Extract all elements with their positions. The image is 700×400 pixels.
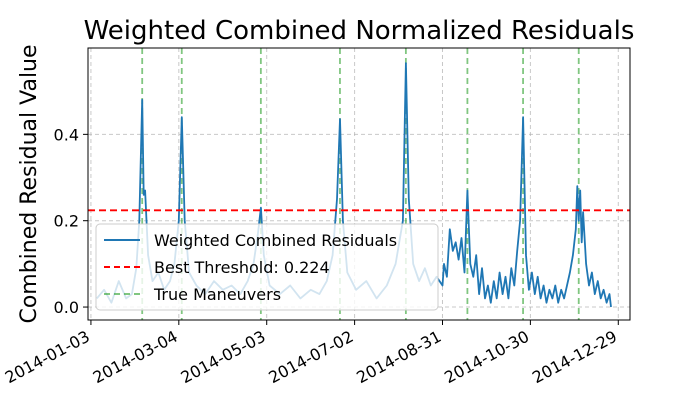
y-axis-label: Combined Residual Value xyxy=(17,44,42,323)
x-tick-label: 2014-05-03 xyxy=(178,327,269,387)
chart-title: Weighted Combined Normalized Residuals xyxy=(84,16,635,46)
legend-label-residuals: Weighted Combined Residuals xyxy=(154,231,397,250)
x-tick-label: 2014-03-04 xyxy=(90,327,181,387)
maneuver-lines xyxy=(141,48,580,320)
x-tick-label: 2014-01-03 xyxy=(2,327,93,387)
grid xyxy=(88,48,630,320)
x-tick-label: 2014-08-31 xyxy=(353,327,444,387)
y-tick-label: 0.4 xyxy=(54,125,79,144)
x-tick-label: 2014-07-02 xyxy=(265,327,356,387)
legend-label-maneuvers: True Maneuvers xyxy=(153,285,281,304)
axes: 2014-01-032014-03-042014-05-032014-07-02… xyxy=(2,47,631,387)
x-tick-label: 2014-12-29 xyxy=(529,327,620,387)
plot-frame xyxy=(87,47,631,321)
legend-label-threshold: Best Threshold: 0.224 xyxy=(154,258,330,277)
y-tick-label: 0.0 xyxy=(54,298,79,317)
x-tick-label: 2014-10-30 xyxy=(441,327,532,387)
legend-box xyxy=(95,223,439,311)
legend: Weighted Combined Residuals Best Thresho… xyxy=(95,223,439,311)
y-tick-label: 0.2 xyxy=(54,212,79,231)
